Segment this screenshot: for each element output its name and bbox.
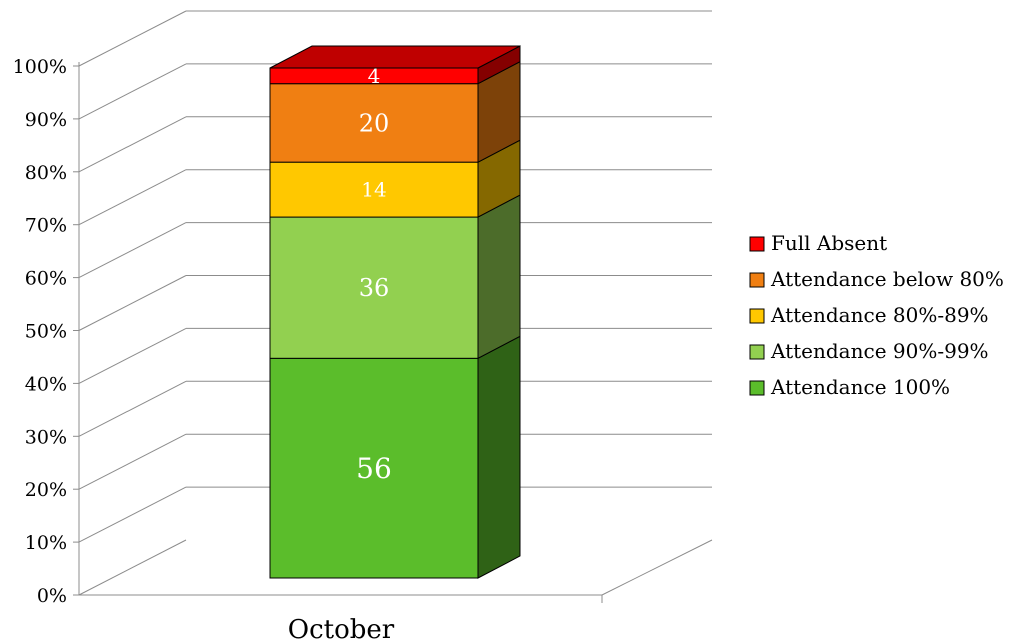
side-wall-gridline <box>78 433 187 490</box>
bar-segment-attendance-100 <box>269 357 479 579</box>
data-label: 56 <box>356 452 392 485</box>
x-category-label: October <box>288 615 395 641</box>
side-wall-gridline <box>78 169 187 226</box>
y-tick-label: 60% <box>25 268 67 290</box>
legend-swatch <box>749 344 765 360</box>
y-tick-label: 90% <box>25 109 67 131</box>
data-label: 4 <box>368 64 381 88</box>
side-wall-gridline <box>78 327 187 384</box>
side-wall-gridline <box>78 63 187 120</box>
legend-label: Attendance 80%-89% <box>770 303 989 327</box>
legend-label: Attendance below 80% <box>770 267 1004 291</box>
legend-swatch <box>749 380 765 396</box>
side-wall-gridline <box>78 275 187 331</box>
y-tick-label: 0% <box>37 585 67 607</box>
data-label: 14 <box>361 178 386 202</box>
data-label: 36 <box>359 274 390 302</box>
side-wall-gridline <box>78 222 187 279</box>
side-wall-gridline <box>78 380 187 437</box>
bar-segment-attendance-90-99 <box>269 216 479 359</box>
legend-label: Full Absent <box>771 231 887 255</box>
y-tick-label: 40% <box>25 373 67 395</box>
y-tick-label: 70% <box>25 215 67 237</box>
side-wall-gridline <box>78 486 187 543</box>
side-wall-gridline <box>78 116 187 173</box>
side-wall-gridline <box>78 10 187 67</box>
bar-segment-attendance-100-side <box>477 335 521 579</box>
side-wall-gridline <box>78 539 187 596</box>
legend-label: Attendance 90%-99% <box>770 339 989 363</box>
floor-right-edge <box>601 539 713 596</box>
bar-segment-attendance-90-99-side <box>477 194 521 360</box>
y-tick-label: 100% <box>13 56 67 78</box>
legend-label: Attendance 100% <box>770 375 950 399</box>
bar-segment-attendance-below-80 <box>269 83 479 163</box>
data-label: 20 <box>359 109 390 137</box>
y-tick-label: 10% <box>25 532 67 554</box>
y-tick-label: 80% <box>25 162 67 184</box>
y-tick-label: 50% <box>25 321 67 343</box>
legend-swatch <box>749 308 765 324</box>
y-tick-label: 30% <box>25 426 67 448</box>
legend-swatch <box>749 236 765 252</box>
legend-swatch <box>749 272 765 288</box>
bar-segment-full-absent-top <box>269 45 521 69</box>
y-tick-label: 20% <box>25 479 67 501</box>
